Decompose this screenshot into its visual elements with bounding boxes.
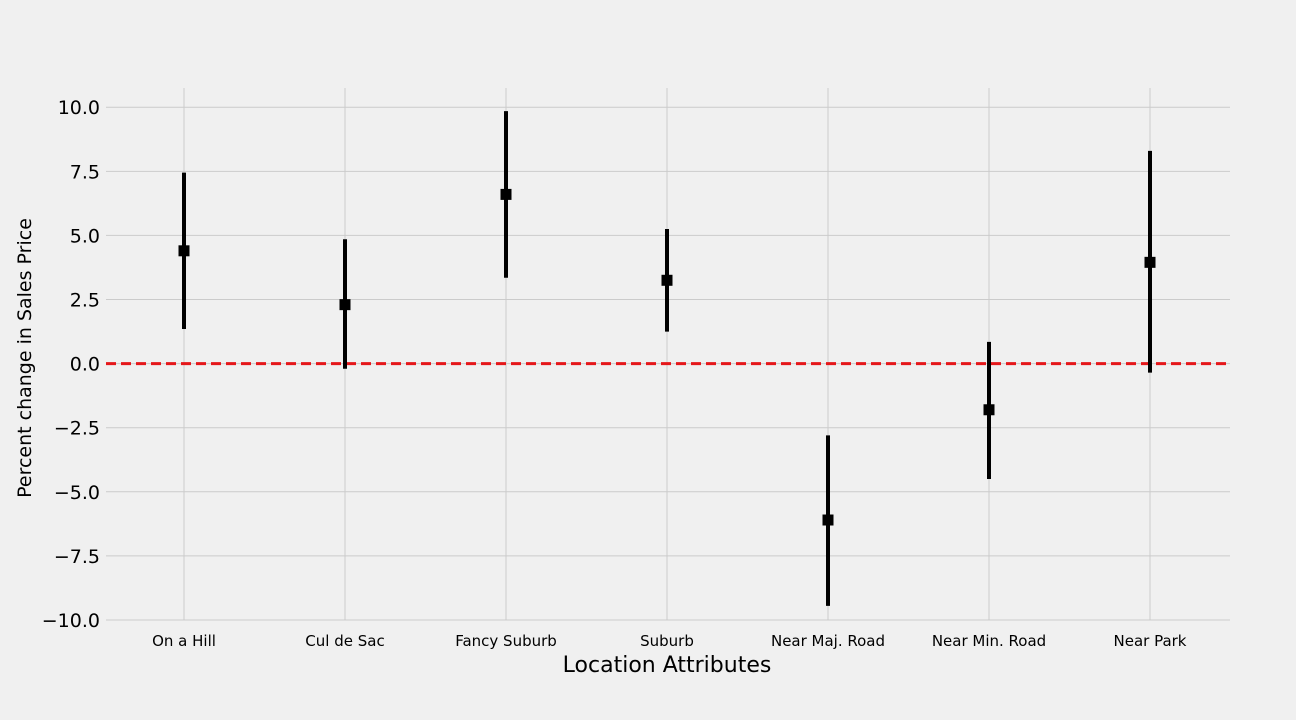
x-tick-label: Near Min. Road [932,632,1046,650]
point-marker [1144,256,1156,268]
x-tick-label: Near Park [1114,632,1187,650]
grid-layer [106,88,1230,621]
x-tick-label: Suburb [640,632,694,650]
y-tick-label: 2.5 [70,290,100,312]
y-tick-label: −5.0 [54,482,100,504]
point-marker [661,274,673,286]
point-marker [500,188,512,200]
y-tick-label: 7.5 [70,161,100,183]
y-tick-label: −2.5 [54,418,100,440]
x-tick-label: Fancy Suburb [455,632,557,650]
x-tick-label: Cul de Sac [305,632,384,650]
point-marker [178,245,190,257]
point-marker [983,404,995,416]
x-tick-labels: On a Hill Cul de Sac Fancy Suburb Suburb Nea… [152,632,1187,650]
x-tick-label: Near Maj. Road [771,632,885,650]
point-marker [822,514,834,526]
point-layer [178,188,1156,526]
y-tick-label: 5.0 [70,225,100,247]
x-axis-label: Location Attributes [563,653,772,678]
y-tick-label: 10.0 [58,97,100,119]
x-tick-label: On a Hill [152,632,216,650]
point-marker [339,299,351,311]
y-tick-label: 0.0 [70,354,100,376]
y-tick-labels: 10.0 7.5 5.0 2.5 0.0 −2.5 −5.0 −7.5 −10.0 [42,97,100,632]
y-tick-label: −7.5 [54,546,100,568]
y-tick-label: −10.0 [42,610,100,632]
y-axis-label: Percent change in Sales Price [14,218,36,498]
